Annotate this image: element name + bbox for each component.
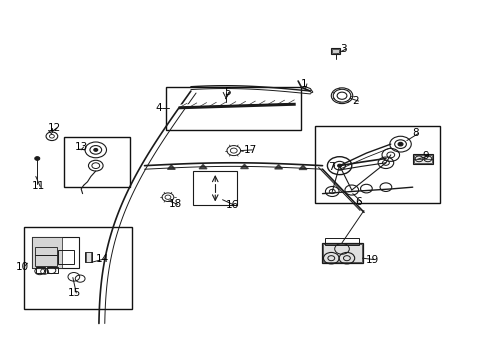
Polygon shape [299, 165, 306, 170]
Polygon shape [199, 165, 206, 169]
Text: 2: 2 [352, 96, 359, 106]
Bar [58, 250, 74, 264]
Text: 18: 18 [168, 199, 182, 210]
Bar [36, 267, 44, 273]
Bar [315, 126, 439, 203]
Polygon shape [274, 165, 282, 169]
Circle shape [337, 164, 341, 167]
Text: 3: 3 [340, 44, 346, 54]
Circle shape [336, 92, 346, 99]
Text: 10: 10 [15, 262, 28, 272]
Bar [413, 155, 431, 163]
Text: 8: 8 [412, 129, 419, 138]
Text: 5: 5 [224, 87, 230, 97]
Bar [47, 267, 58, 273]
Text: 6: 6 [354, 197, 361, 207]
Circle shape [94, 148, 98, 151]
Bar [193, 171, 237, 205]
Text: 11: 11 [31, 181, 44, 192]
Text: 4: 4 [156, 103, 162, 113]
Bar [35, 247, 57, 255]
Text: 16: 16 [225, 200, 238, 210]
Text: 15: 15 [67, 288, 81, 298]
Bar [322, 244, 361, 262]
Polygon shape [167, 165, 175, 169]
Text: 17: 17 [243, 145, 256, 155]
Text: 12: 12 [48, 123, 61, 133]
Bar [32, 237, 79, 268]
Text: 14: 14 [96, 254, 109, 264]
Bar [325, 238, 358, 245]
Bar [330, 48, 339, 54]
Text: 9: 9 [422, 151, 428, 161]
Bar [35, 255, 57, 266]
Circle shape [332, 89, 350, 102]
Bar [24, 226, 132, 309]
Bar [84, 252, 92, 262]
Text: 19: 19 [365, 255, 378, 265]
Bar [331, 49, 338, 53]
Bar [412, 154, 432, 164]
Bar [64, 137, 130, 187]
Bar [321, 243, 362, 263]
Circle shape [35, 157, 40, 160]
Text: 13: 13 [75, 142, 88, 152]
Polygon shape [240, 164, 248, 168]
Circle shape [397, 142, 402, 146]
Bar [166, 87, 300, 130]
Text: 1: 1 [301, 79, 307, 89]
Bar [85, 252, 91, 262]
Bar [32, 237, 61, 268]
Text: 7: 7 [328, 162, 334, 172]
